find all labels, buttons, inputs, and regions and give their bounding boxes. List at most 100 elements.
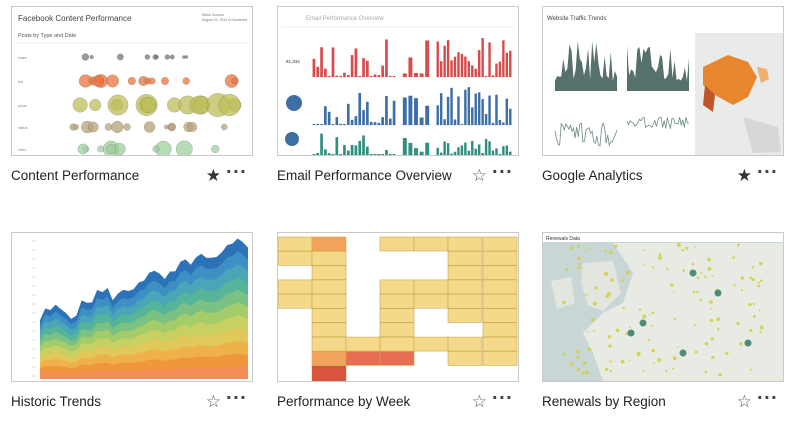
thumbnail-content-performance[interactable]: Facebook Content Performance Posts by Ty… (11, 6, 253, 156)
thumbnail-email-performance[interactable]: Email Performance Overview 81,334 (277, 6, 519, 156)
favorite-star-icon[interactable]: ☆ (471, 392, 487, 412)
thumb-map-dot (606, 292, 611, 297)
more-actions-icon[interactable]: ··· (756, 388, 778, 407)
thumb-map-land (551, 277, 575, 309)
thumb-heat-cell (311, 279, 347, 295)
more-actions-icon[interactable]: ··· (756, 162, 778, 181)
thumb-heat-cell (345, 351, 381, 366)
thumb-bar (358, 76, 362, 77)
thumb-bar (362, 58, 365, 77)
thumbnail-historic-trends[interactable] (11, 232, 253, 382)
thumb-bar (481, 153, 484, 155)
favorite-star-icon[interactable]: ★ (736, 166, 752, 186)
favorite-star-icon[interactable]: ☆ (736, 392, 752, 412)
thumb-heat-cell (311, 351, 347, 366)
thumb-heat-cell (312, 366, 346, 381)
thumb-map-dot (699, 298, 703, 302)
thumb-bubble (143, 121, 156, 133)
thumb-map-dot (672, 291, 675, 293)
favorite-star-icon[interactable]: ★ (205, 166, 221, 186)
thumb-bar (377, 154, 381, 155)
thumb-map-dot (704, 275, 707, 278)
workbook-title[interactable]: Google Analytics (542, 168, 643, 183)
thumb-map-dot (749, 368, 752, 371)
thumb-map-dot (609, 369, 612, 372)
thumb-map-dot (564, 268, 569, 272)
thumb-bar (377, 75, 381, 77)
favorite-star-icon[interactable]: ☆ (471, 166, 487, 186)
favorite-star-icon[interactable]: ☆ (205, 392, 221, 412)
thumb-map-dot (709, 300, 713, 304)
thumb-bar (467, 150, 471, 155)
thumb-bar (502, 40, 505, 77)
workbook-title[interactable]: Renewals by Region (542, 394, 666, 409)
more-actions-icon[interactable]: ··· (225, 162, 247, 181)
thumb-bar (474, 148, 477, 155)
thumb-heat-cell (379, 336, 415, 352)
thumb-heat-cell (311, 250, 347, 266)
thumb-bar (488, 42, 491, 77)
more-actions-icon[interactable]: ··· (491, 162, 513, 181)
thumbnail-renewals-by-region[interactable]: Renewals Data (542, 232, 784, 382)
thumb-bar (362, 135, 365, 155)
thumb-bar (436, 41, 439, 77)
thumb-bar (477, 50, 481, 77)
more-actions-icon[interactable]: ··· (225, 388, 247, 407)
thumb-bubble (140, 97, 157, 113)
thumb-bar (471, 65, 474, 77)
thumb-bar (358, 140, 362, 155)
workbook-title[interactable]: Historic Trends (11, 394, 102, 409)
thumb-map-dot (651, 324, 654, 328)
thumb-bar (450, 60, 453, 77)
thumb-map-dot (718, 372, 722, 377)
thumb-heat-cell (482, 279, 518, 295)
thumb-bubble (127, 76, 136, 86)
thumb-map-dot (622, 306, 625, 310)
thumb-bar (312, 154, 316, 155)
workbook-title[interactable]: Email Performance Overview (277, 168, 452, 183)
thumb-bar (436, 147, 439, 155)
thumb-map-dot (604, 367, 609, 372)
thumb-bubble (72, 97, 88, 113)
thumb-bar (354, 145, 358, 155)
thumb-map-dot (710, 337, 714, 341)
thumbnail-performance-by-week[interactable] (277, 232, 519, 382)
thumb-heat-cell (482, 236, 518, 252)
card-caption: Google Analytics ★ ··· (542, 162, 784, 190)
thumb-map-dot (707, 266, 712, 271)
thumb-bar (414, 72, 418, 77)
thumb-bar (453, 119, 457, 125)
thumb-bar (385, 149, 388, 155)
thumbnail-google-analytics[interactable]: Website Traffic Trends (542, 6, 784, 156)
thumb-bar (343, 124, 346, 125)
thumb-heat-cell (311, 336, 347, 352)
thumb-map-dot (757, 281, 760, 284)
thumb-map-dot (725, 351, 729, 356)
thumb-row-label: photo (18, 104, 27, 108)
thumb-heat-cell (278, 250, 313, 266)
thumb-map-dot (586, 330, 589, 333)
workbook-title[interactable]: Content Performance (11, 168, 140, 183)
thumb-bar (443, 119, 446, 125)
thumb-map-dot (652, 361, 655, 364)
thumb-map-land (583, 243, 783, 381)
workbook-title[interactable]: Performance by Week (277, 394, 411, 409)
thumb-bar (335, 75, 339, 77)
thumb-map-dot (711, 275, 714, 277)
thumb-heat-cell (311, 236, 347, 252)
thumb-bar (467, 61, 471, 77)
thumb-bar (464, 142, 467, 155)
thumb-map-dot (709, 318, 714, 323)
thumb-map-dot (676, 243, 681, 248)
thumb-heat-cell (447, 265, 483, 280)
thumb-bar (339, 154, 342, 155)
thumb-bar (498, 154, 502, 155)
more-actions-icon[interactable]: ··· (491, 388, 513, 407)
thumb-map-dot (638, 308, 642, 311)
thumb-bar (331, 154, 335, 155)
thumb-map-dot (587, 347, 592, 351)
thumb-bar (450, 153, 453, 155)
thumb-bar (388, 118, 392, 125)
thumb-bar (381, 117, 384, 125)
thumb-bubble (161, 77, 169, 85)
